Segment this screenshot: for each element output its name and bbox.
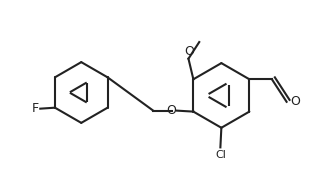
Text: O: O — [290, 95, 300, 108]
Text: Cl: Cl — [215, 150, 226, 160]
Text: O: O — [166, 104, 176, 117]
Text: F: F — [32, 102, 39, 115]
Text: O: O — [184, 45, 194, 58]
